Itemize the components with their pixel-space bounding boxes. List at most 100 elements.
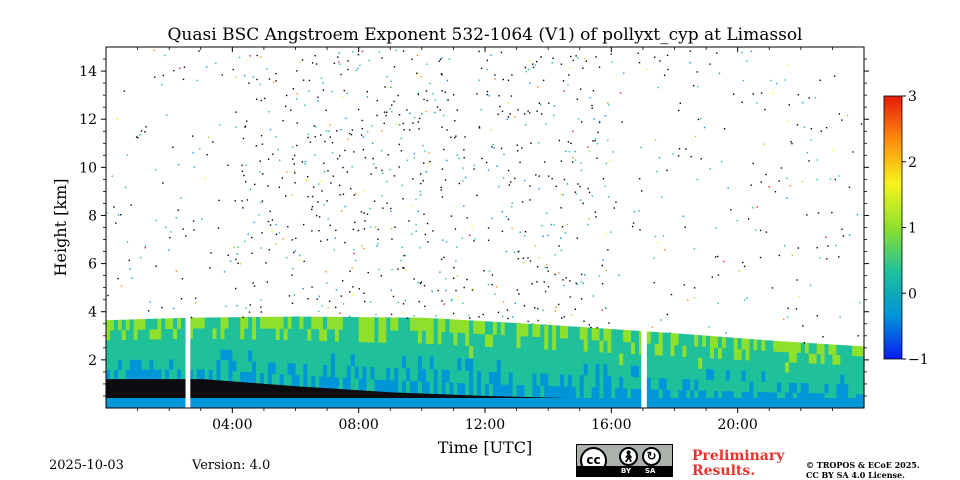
speckle xyxy=(835,244,837,247)
heatmap-cell xyxy=(563,385,569,399)
surface-band xyxy=(496,396,502,398)
heatmap-cell xyxy=(567,374,573,387)
heatmap-cell xyxy=(291,328,297,341)
heatmap-cell xyxy=(492,321,498,335)
heatmap-cell xyxy=(528,348,533,362)
heatmap-cell xyxy=(342,365,348,378)
heatmap-cell xyxy=(579,350,585,364)
surface-band xyxy=(141,379,147,398)
surface-cell xyxy=(382,398,387,408)
surface-band xyxy=(169,379,174,398)
heatmap-cell xyxy=(465,382,470,396)
heatmap-cell xyxy=(816,363,822,374)
surface-band xyxy=(465,395,470,398)
speckle xyxy=(511,74,513,76)
speckle xyxy=(145,126,147,128)
surface-band xyxy=(334,388,340,398)
speckle xyxy=(860,123,863,125)
heatmap-cell xyxy=(129,319,135,330)
heatmap-cell xyxy=(240,349,245,362)
speckle xyxy=(760,181,762,183)
speckle xyxy=(360,211,363,213)
speckle xyxy=(282,238,284,240)
surface-cell xyxy=(145,398,151,408)
heatmap-cell xyxy=(370,329,376,343)
heatmap-cell xyxy=(824,383,830,394)
speckle xyxy=(383,111,386,113)
speckle xyxy=(747,218,750,220)
speckle xyxy=(696,71,698,73)
surface-cell xyxy=(212,398,218,408)
speckle xyxy=(275,233,278,236)
heatmap-cell xyxy=(800,372,806,384)
heatmap-cell xyxy=(319,340,324,353)
speckle xyxy=(318,183,320,185)
surface-cell xyxy=(228,398,233,408)
heatmap-cell xyxy=(745,391,751,403)
speckle xyxy=(294,182,296,184)
surface-cell xyxy=(678,398,683,408)
speckle xyxy=(486,93,488,96)
heatmap-cell xyxy=(481,333,486,347)
speckle xyxy=(390,313,393,316)
preliminary-line-1: Preliminary xyxy=(692,448,785,464)
speckle xyxy=(511,202,514,204)
speckle xyxy=(542,235,544,238)
heatmap-cell xyxy=(706,379,711,391)
heatmap-cell xyxy=(556,361,561,375)
heatmap-cell xyxy=(256,350,261,362)
speckle xyxy=(580,121,583,123)
speckle xyxy=(529,199,531,201)
speckle xyxy=(810,127,813,130)
speckle xyxy=(177,209,179,211)
surface-cell xyxy=(204,398,210,408)
speckle xyxy=(390,104,393,106)
heatmap-cell xyxy=(204,348,210,360)
speckle xyxy=(404,299,407,302)
heatmap-cell xyxy=(362,341,368,355)
heatmap-cell xyxy=(259,339,265,351)
heatmap-cell xyxy=(449,344,455,358)
heatmap-cell xyxy=(267,316,273,329)
heatmap-cell xyxy=(599,375,605,388)
heatmap-cell xyxy=(686,356,691,369)
speckle xyxy=(463,205,465,207)
heatmap-cell xyxy=(488,371,494,385)
speckle xyxy=(369,207,371,210)
speckle xyxy=(385,180,388,183)
speckle xyxy=(770,79,772,82)
speckle xyxy=(296,70,298,72)
heatmap-cell xyxy=(133,329,139,340)
heatmap-cell xyxy=(528,336,533,349)
heatmap-cell xyxy=(228,349,233,361)
speckle xyxy=(161,84,163,86)
heatmap-cell xyxy=(544,373,549,386)
surface-band xyxy=(453,394,458,398)
heatmap-cell xyxy=(702,335,707,348)
surface-cell xyxy=(141,398,147,408)
heatmap-cell xyxy=(710,346,715,359)
speckle xyxy=(423,285,426,287)
heatmap-cell xyxy=(666,344,672,357)
speckle xyxy=(259,160,261,162)
speckle xyxy=(291,239,293,241)
speckle xyxy=(385,111,388,113)
heatmap-cell xyxy=(638,353,644,367)
speckle xyxy=(594,140,596,142)
heatmap-cell xyxy=(785,341,790,353)
heatmap-cell xyxy=(256,361,261,373)
heatmap-cell xyxy=(141,319,147,330)
speckle xyxy=(314,136,316,138)
heatmap-cell xyxy=(646,331,652,344)
surface-cell xyxy=(256,398,261,408)
speckle xyxy=(389,108,391,110)
heatmap-cell xyxy=(433,318,439,332)
speckle xyxy=(149,301,151,303)
speckle xyxy=(838,256,840,258)
heatmap-cell xyxy=(279,316,285,329)
speckle xyxy=(607,249,609,251)
heatmap-cell xyxy=(702,390,707,402)
heatmap-cell xyxy=(571,350,577,363)
speckle xyxy=(415,223,417,226)
speckle xyxy=(413,157,415,159)
